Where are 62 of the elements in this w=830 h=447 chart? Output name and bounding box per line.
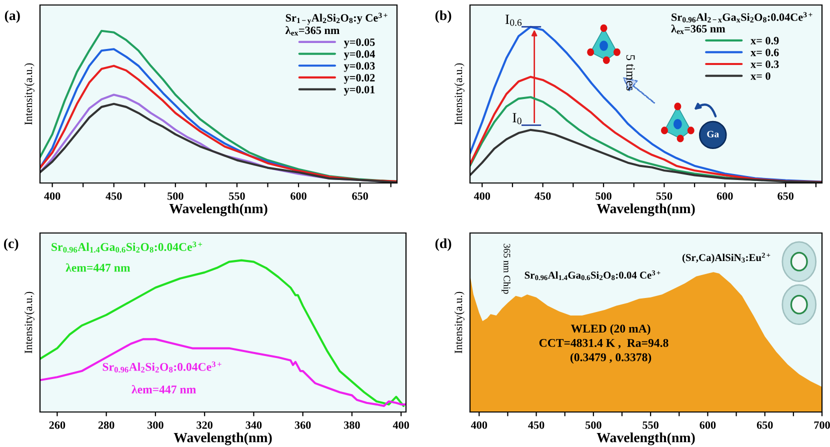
y-axis-title: Intensity(a.u.) (454, 292, 464, 354)
legend-label: y=0.01 (344, 86, 375, 96)
chart-title: (d) (435, 238, 452, 251)
legend-label: x= 0 (750, 72, 770, 80)
text: (Sr,Ca)AlSiN$_{3}$:Eu$^{2+}$ (682, 252, 770, 264)
x-tick-label: 450 (528, 421, 544, 429)
x-tick-label: 280 (98, 421, 114, 429)
annotation: λem=447 nm (66, 263, 130, 272)
x-tick-label: 550 (229, 192, 245, 200)
chart-title: (b) (435, 10, 452, 23)
x-tick-label: 550 (656, 192, 672, 200)
annotation: 365 nm Chip (502, 244, 510, 294)
x-tick-label: 600 (700, 421, 716, 429)
x-tick-label: 450 (534, 192, 551, 200)
x-tick-label: 300 (148, 421, 164, 429)
x-tick-label: 380 (344, 421, 360, 429)
chart-title: (a) (4, 10, 20, 23)
annotation: I$_{0.6}$ (505, 14, 522, 26)
annotation: Ga (707, 130, 719, 138)
annotation: CCT=4831.4 K , Ra=94.8 (539, 338, 668, 349)
x-tick-label: 400 (470, 421, 488, 429)
x-tick-label: 650 (756, 421, 773, 429)
legend-label: y=0.02 (344, 74, 375, 84)
x-tick-label: 400 (474, 192, 490, 200)
x-tick-label: 600 (290, 192, 306, 200)
x-axis-title: Wavelength(nm) (596, 432, 695, 446)
text: Sr$_{0.96}$Al$_{1.4}$Ga$_{0.6}$Si$_{2}$O$_{8}$:0.04 Ce$^{3+}$ (524, 270, 660, 280)
x-axis-title: Wavelength(nm) (596, 203, 695, 216)
x-tick-label: 650 (778, 192, 794, 200)
legend-label: y=0.04 (344, 50, 375, 60)
legend-label: x= 0.3 (750, 60, 779, 68)
text: Sr$_{0.96}$Al$_{2}$Si$_{2}$O$_{8}$:0.04Ce$^{3+}$ (102, 362, 222, 373)
annotation: λem=447 nm (132, 385, 196, 394)
x-tick-label: 550 (642, 421, 658, 429)
text: Sr$_{0.96}$Al$_{1.4}$Ga$_{0.6}$Si$_{2}$O$_{8}$:0.04Ce$^{3+}$ (52, 242, 202, 253)
annotation: 5 times (626, 55, 635, 90)
x-tick-label: 500 (168, 192, 184, 200)
x-tick-label: 400 (392, 421, 409, 429)
x-tick-label: 500 (586, 421, 602, 429)
x-axis-title: Wavelength(nm) (169, 203, 268, 216)
x-tick-label: 700 (814, 421, 830, 429)
annotation: (0.3479 , 0.3378) (570, 352, 652, 364)
y-axis-title: Intensity(a.u.) (24, 292, 34, 354)
y-axis-title: Intensity(a.u.) (24, 63, 34, 125)
x-tick-label: 600 (716, 192, 733, 200)
x-tick-label: 320 (196, 421, 212, 429)
y-axis-title: Intensity(a.u.) (454, 63, 464, 125)
x-tick-label: 260 (49, 421, 66, 429)
legend-label: y=0.05 (344, 38, 375, 48)
x-tick-label: 450 (106, 192, 122, 200)
annotation: I$_{0}$ (512, 113, 522, 124)
annotation: WLED (20 mA) (570, 324, 650, 336)
x-tick-label: 400 (44, 192, 60, 200)
x-tick-label: 500 (596, 192, 612, 200)
x-tick-label: 340 (246, 421, 262, 429)
x-tick-label: 650 (352, 192, 368, 200)
legend-label: x= 0.6 (750, 48, 779, 56)
x-axis-title: Wavelength(nm) (174, 432, 272, 446)
legend-label: y=0.03 (344, 62, 375, 72)
x-tick-label: 360 (294, 421, 311, 429)
chart-title: (c) (4, 238, 18, 251)
legend-label: x= 0.9 (750, 36, 779, 44)
